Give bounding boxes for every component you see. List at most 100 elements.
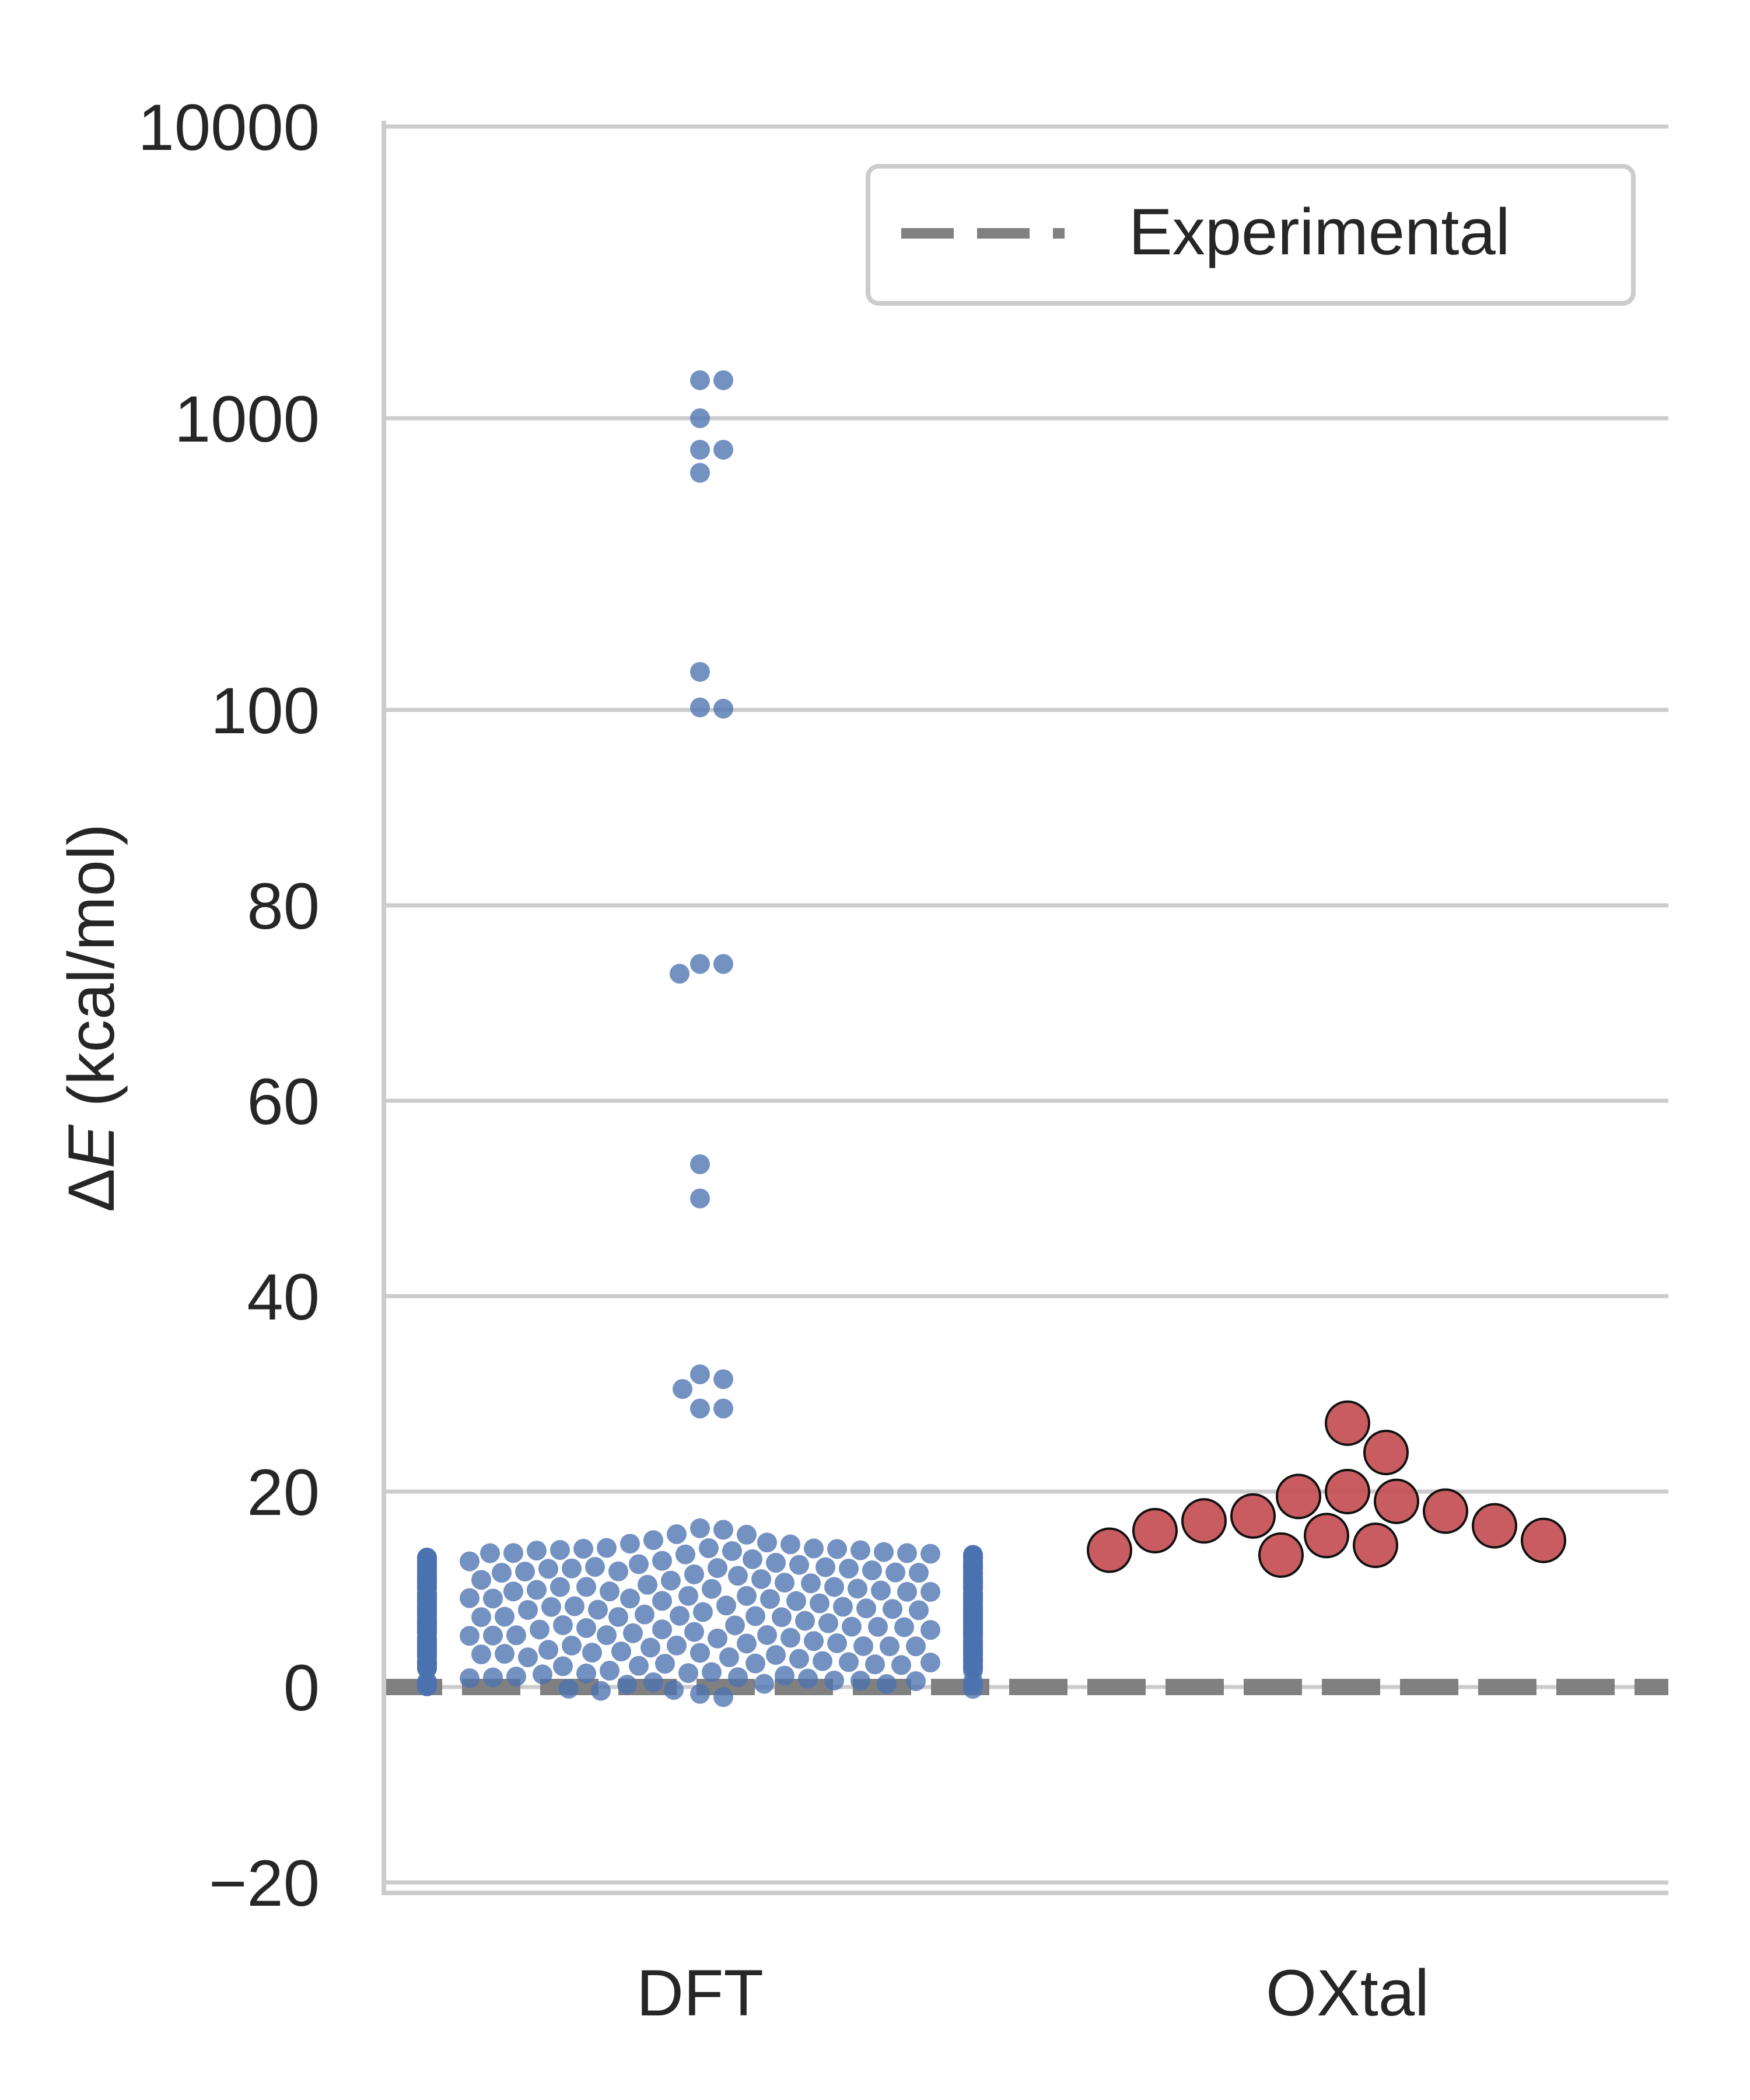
- dft-point: [417, 1676, 437, 1696]
- dft-point: [471, 1570, 491, 1590]
- dft-point: [862, 1560, 882, 1580]
- dft-point: [813, 1651, 832, 1671]
- oxtal-point: [1087, 1527, 1132, 1573]
- y-tick-label: 1000: [174, 383, 320, 456]
- y-tick-labels: −20 0 20 40 60 80 100 1000 10000: [138, 91, 320, 1920]
- dft-point: [702, 1662, 722, 1682]
- dft-point: [562, 1635, 582, 1656]
- y-axis-label-unit: (kcal/mol): [55, 824, 128, 1125]
- dft-point: [883, 1599, 902, 1619]
- dft-point: [897, 1581, 917, 1602]
- dft-point: [757, 1532, 777, 1553]
- dft-point: [894, 1617, 914, 1637]
- dft-point: [664, 1680, 684, 1700]
- dft-point: [795, 1611, 815, 1631]
- y-axis-label-delta: Δ: [55, 1168, 128, 1212]
- dft-point: [690, 1518, 710, 1538]
- dft-point: [921, 1620, 940, 1640]
- dft-point: [652, 1550, 672, 1571]
- oxtal-point: [1276, 1474, 1321, 1520]
- y-axis-label: ΔE (kcal/mol): [55, 824, 128, 1212]
- dft-point: [527, 1580, 547, 1600]
- dft-point: [804, 1538, 824, 1559]
- dft-point: [530, 1619, 550, 1640]
- dft-point: [827, 1539, 847, 1559]
- dft-point: [667, 1635, 687, 1656]
- dft-point: [713, 954, 733, 974]
- dft-point: [693, 1602, 713, 1622]
- x-tick-label: DFT: [636, 1957, 764, 2029]
- dft-point: [620, 1588, 640, 1609]
- dft-point: [780, 1628, 800, 1648]
- dft-point: [853, 1636, 873, 1656]
- dft-point: [503, 1581, 523, 1602]
- dft-point: [728, 1667, 748, 1688]
- dft-point: [640, 1637, 660, 1658]
- dft-point: [690, 408, 710, 428]
- dft-point: [737, 1524, 757, 1545]
- dft-point: [690, 1684, 710, 1704]
- dft-point: [690, 1364, 710, 1384]
- dft-point: [874, 1542, 894, 1562]
- dft-point: [585, 1557, 605, 1577]
- dft-point: [690, 439, 710, 460]
- dft-point: [839, 1652, 859, 1672]
- axes: [382, 121, 1668, 1895]
- dft-point: [699, 1538, 719, 1559]
- dft-point: [495, 1606, 514, 1627]
- dft-point: [827, 1633, 847, 1653]
- dft-point: [559, 1678, 579, 1699]
- dft-point: [824, 1577, 844, 1597]
- dft-point: [676, 1544, 695, 1564]
- dft-point: [921, 1653, 940, 1673]
- dft-point: [573, 1538, 593, 1559]
- dft-point: [754, 1674, 774, 1694]
- dft-point: [850, 1671, 870, 1691]
- dft-point: [670, 964, 690, 984]
- dft-point: [848, 1578, 867, 1599]
- dft-point: [789, 1555, 809, 1575]
- dft-point: [760, 1589, 780, 1609]
- dft-point: [576, 1577, 596, 1597]
- y-tick-label: 20: [247, 1456, 320, 1529]
- dft-point: [719, 1647, 739, 1668]
- dft-point: [588, 1600, 608, 1620]
- dft-point: [533, 1664, 552, 1685]
- dft-point: [728, 1566, 748, 1586]
- dft-point: [538, 1559, 558, 1579]
- dft-point: [678, 1663, 698, 1684]
- dft-point: [460, 1588, 480, 1608]
- oxtal-point: [1363, 1430, 1409, 1475]
- dft-point: [643, 1530, 663, 1550]
- dft-point: [921, 1581, 940, 1602]
- dft-point: [562, 1558, 582, 1578]
- y-tick-label: −20: [209, 1847, 320, 1920]
- dft-point: [527, 1541, 547, 1561]
- y-tick-label: 80: [247, 870, 320, 943]
- dft-point: [690, 463, 710, 483]
- oxtal-point: [1325, 1469, 1370, 1514]
- legend-box: [866, 164, 1636, 306]
- y-tick-label: 10000: [138, 91, 320, 164]
- dft-point: [906, 1636, 926, 1657]
- dft-point: [708, 1558, 727, 1578]
- dft-point: [713, 1369, 733, 1390]
- dft-point: [460, 1626, 480, 1646]
- dft-point: [611, 1642, 631, 1662]
- dft-point: [483, 1588, 503, 1609]
- y-tick-label: 0: [284, 1651, 320, 1724]
- dft-point: [804, 1631, 824, 1651]
- dft-point: [737, 1633, 757, 1654]
- dft-point: [909, 1563, 929, 1583]
- dft-point: [690, 697, 710, 718]
- dft-point: [690, 370, 710, 390]
- dft-point: [518, 1600, 538, 1620]
- dft-point: [506, 1667, 526, 1687]
- dft-point: [737, 1586, 757, 1606]
- dft-point: [897, 1543, 917, 1563]
- dft-point: [877, 1674, 897, 1694]
- oxtal-point: [1374, 1478, 1419, 1524]
- oxtal-point: [1230, 1493, 1276, 1539]
- dft-point: [743, 1549, 762, 1569]
